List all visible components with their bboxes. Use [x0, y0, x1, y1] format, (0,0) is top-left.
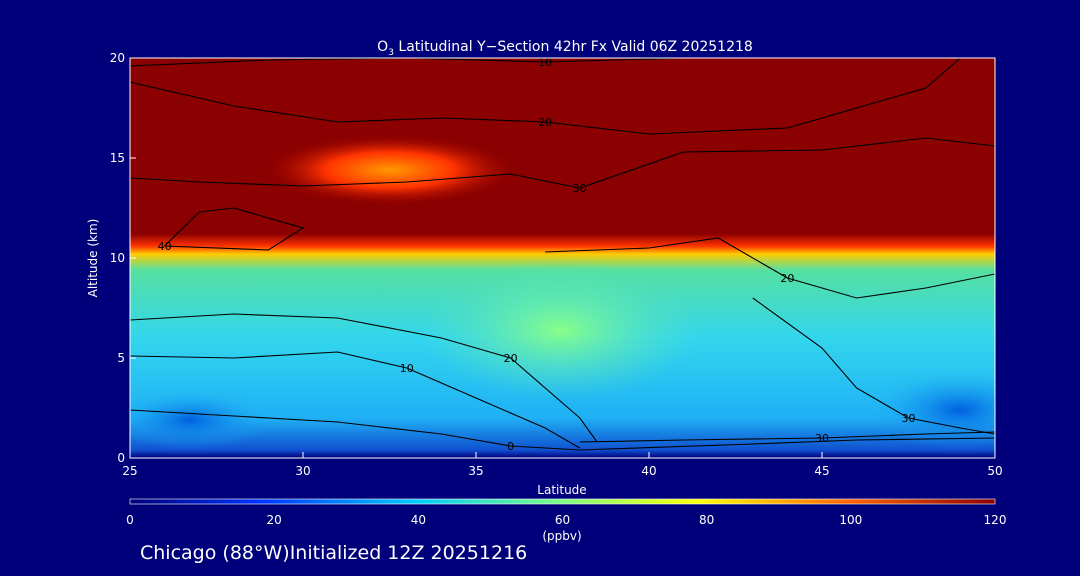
low-ozone-region-right — [870, 370, 995, 450]
x-tick-label: 30 — [295, 464, 310, 478]
contour-line — [130, 351, 581, 449]
colorbar-tick-label: 80 — [699, 513, 714, 527]
x-tick-label: 50 — [987, 464, 1002, 478]
contour-label: 40 — [158, 240, 172, 253]
plot-area: 10 20 30 40 20 30 20 10 0 30 — [130, 56, 995, 458]
contour-line — [130, 58, 995, 67]
footer-info: Chicago (88°W)Initialized 12Z 20251216 — [140, 542, 528, 564]
y-tick-label: 10 — [110, 251, 125, 265]
colorbar-tick-label: 120 — [984, 513, 1007, 527]
colorbar-label: (ppbv) — [542, 529, 581, 543]
contour-label: 30 — [902, 412, 916, 425]
low-ozone-region-left — [130, 390, 270, 450]
x-tick-label: 25 — [122, 464, 137, 478]
contour-line — [130, 409, 995, 451]
y-tick-label: 20 — [110, 51, 125, 65]
contour-label: 20 — [504, 352, 518, 365]
contour-label: 30 — [573, 182, 587, 195]
midlevel-green-region — [420, 260, 700, 400]
x-tick-label: 35 — [468, 464, 483, 478]
contour-line — [545, 237, 995, 299]
contour-line — [130, 137, 995, 189]
contour-label: 20 — [538, 116, 552, 129]
contour-label: 0 — [507, 440, 514, 453]
contour-line — [130, 58, 961, 135]
contour-line — [752, 297, 995, 435]
y-tick-label: 5 — [117, 351, 125, 365]
x-axis: 25 30 35 40 45 50 — [122, 452, 1003, 478]
colorbar-tick-label: 0 — [126, 513, 134, 527]
contour-label: 20 — [780, 272, 794, 285]
contour-lines: 10 20 30 40 20 30 20 10 0 30 — [130, 56, 995, 453]
colorbar-tick-label: 40 — [411, 513, 426, 527]
colorbar-tick-label: 60 — [555, 513, 570, 527]
y-tick-label: 0 — [117, 451, 125, 465]
contour-label: 10 — [538, 56, 552, 69]
contour-label: 10 — [400, 362, 414, 375]
colorbar-ticks: 0 20 40 60 80 100 120 — [126, 513, 1006, 527]
upper-ozone-core — [260, 134, 520, 206]
x-axis-label: Latitude — [537, 483, 586, 497]
contour-label: 30 — [815, 432, 829, 445]
x-tick-label: 40 — [641, 464, 656, 478]
contour-line — [579, 431, 995, 443]
y-tick-label: 15 — [110, 151, 125, 165]
colorbar — [129, 498, 996, 505]
colorbar-tick-label: 20 — [267, 513, 282, 527]
colorbar-tick-label: 100 — [839, 513, 862, 527]
contour-line — [163, 207, 305, 251]
y-axis: 0 5 10 15 20 — [110, 51, 136, 465]
x-tick-label: 45 — [814, 464, 829, 478]
y-axis-label: Altitude (km) — [86, 219, 100, 298]
contour-line — [130, 313, 598, 443]
chart-title: O3 Latitudinal Y−Section 42hr Fx Valid 0… — [377, 39, 753, 58]
